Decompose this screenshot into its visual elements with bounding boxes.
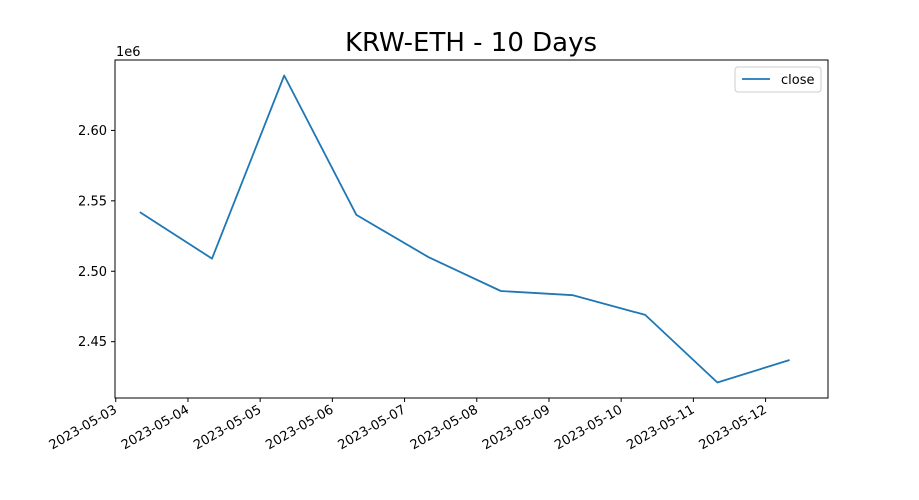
y-tick-label: 2.45 [78,335,107,350]
y-tick-label: 2.60 [78,124,107,139]
y-tick-label: 2.55 [78,194,107,209]
x-tick-label: 2023-05-10 [552,402,625,453]
y-axis-offset-label: 1e6 [116,45,141,60]
x-tick-label: 2023-05-09 [480,402,553,453]
x-tick-label: 2023-05-03 [47,402,120,453]
chart-title: KRW-ETH - 10 Days [345,28,597,58]
x-tick-label: 2023-05-04 [119,402,192,453]
x-tick-label: 2023-05-08 [408,402,481,453]
x-tick-label: 2023-05-07 [336,402,409,453]
legend-label-close: close [781,73,814,88]
legend-box [734,66,822,93]
legend: close [734,66,822,93]
y-tick-label: 2.50 [78,265,107,280]
series-line-close [139,74,790,384]
plot-frame [114,59,829,399]
x-tick-label: 2023-05-12 [697,402,770,453]
x-tick-label: 2023-05-11 [624,402,697,453]
x-tick-label: 2023-05-05 [191,402,264,453]
x-tick-label: 2023-05-06 [263,402,336,453]
